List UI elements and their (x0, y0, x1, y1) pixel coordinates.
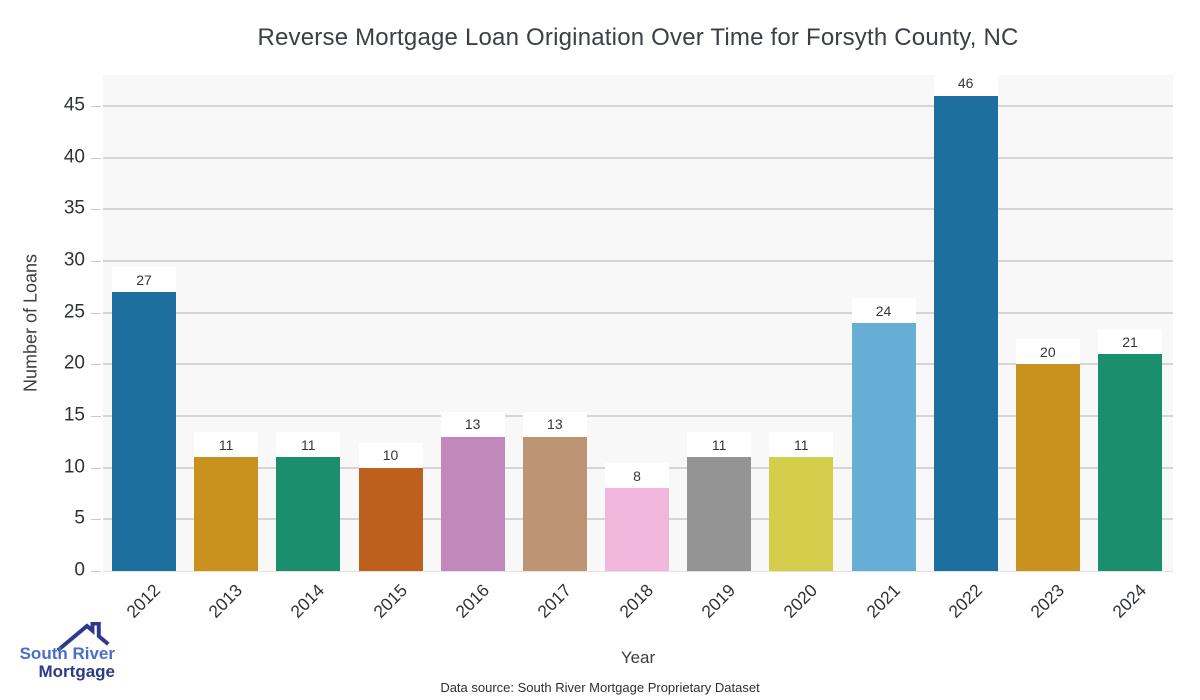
y-tick-label: 45 (63, 94, 85, 116)
x-tick-text: 2023 (1026, 580, 1068, 622)
bar-value-label: 24 (851, 298, 916, 323)
x-tick-text: 2022 (944, 580, 986, 622)
x-tick-text: 2013 (204, 580, 247, 622)
gridline (103, 260, 1173, 262)
gridline (103, 105, 1173, 107)
bar-value-label: 11 (769, 432, 834, 458)
x-tick-text: 2016 (451, 580, 493, 622)
y-tick-label: 20 (63, 352, 85, 374)
x-axis-label: Year (620, 648, 656, 667)
x-tick-text: 2012 (122, 580, 165, 622)
gridline (103, 208, 1173, 211)
bar-2013 (194, 457, 259, 571)
bar-value-label: 11 (276, 432, 341, 458)
bar-2015 (358, 467, 423, 571)
bar-2023 (1015, 364, 1080, 571)
bar-2020 (769, 457, 834, 571)
bar-value-label: 46 (933, 70, 998, 96)
y-tick-label: 15 (63, 404, 85, 426)
gridline (103, 311, 1173, 314)
data-source-note: Data source: South River Mortgage Propri… (440, 680, 760, 695)
y-tick-mark (91, 519, 101, 521)
bar-2019 (687, 457, 752, 571)
bar-2022 (933, 95, 998, 571)
logo-line1: South River (19, 644, 115, 663)
bar-2014 (276, 457, 341, 571)
x-tick-text: 2018 (615, 580, 658, 622)
y-tick-mark (91, 467, 101, 469)
x-tick-text: 2014 (286, 580, 329, 622)
house-roof-icon (56, 622, 110, 652)
y-tick-mark (91, 209, 101, 211)
bar-value-label: 21 (1098, 329, 1162, 354)
y-tick-mark (91, 261, 101, 262)
y-tick-mark (91, 106, 101, 107)
bar-value-label: 10 (358, 442, 423, 468)
bar-value-label: 27 (112, 267, 176, 292)
bar-2016 (440, 436, 505, 571)
logo-line2: Mortgage (38, 662, 116, 681)
bar-value-label: 11 (687, 432, 752, 458)
company-logo: South River Mortgage (17, 608, 117, 688)
bar-2012 (112, 292, 176, 571)
gridline (103, 415, 1173, 417)
y-tick-mark (91, 312, 101, 314)
logo-text: South River Mortgage (17, 645, 115, 681)
y-tick-label: 25 (63, 301, 85, 323)
y-tick-label: 40 (63, 146, 85, 168)
bar-value-label: 20 (1015, 339, 1080, 365)
y-tick-label: 5 (74, 507, 85, 529)
bar-value-label: 11 (194, 432, 259, 458)
x-tick-text: 2017 (533, 580, 575, 622)
y-tick-label: 10 (63, 456, 85, 478)
gridline (103, 363, 1173, 366)
y-tick-label: 30 (63, 249, 85, 271)
bar-value-label: 13 (440, 411, 505, 437)
bar-2018 (605, 488, 669, 571)
x-tick-text: 2019 (697, 580, 740, 622)
bar-value-label: 8 (605, 463, 669, 489)
y-tick-mark (91, 571, 101, 572)
x-tick-text: 2024 (1108, 580, 1151, 622)
x-tick-text: 2020 (779, 580, 822, 622)
bar-2017 (522, 436, 587, 571)
bar-2024 (1098, 354, 1162, 571)
gridline (103, 156, 1173, 159)
y-tick-mark (91, 416, 101, 417)
bar-2021 (851, 323, 916, 571)
x-tick-text: 2021 (861, 580, 904, 622)
y-tick-label: 0 (74, 559, 85, 581)
chart-title: Reverse Mortgage Loan Origination Over T… (257, 24, 1019, 51)
y-tick-label: 35 (63, 197, 85, 219)
y-tick-mark (91, 364, 101, 366)
x-tick-text: 2015 (368, 580, 411, 622)
plot-area: 27 11 11 10 13 13 8 11 11 24 46 20 21 (103, 70, 1173, 572)
y-tick-mark (91, 157, 101, 159)
bar-value-label: 13 (522, 411, 587, 437)
